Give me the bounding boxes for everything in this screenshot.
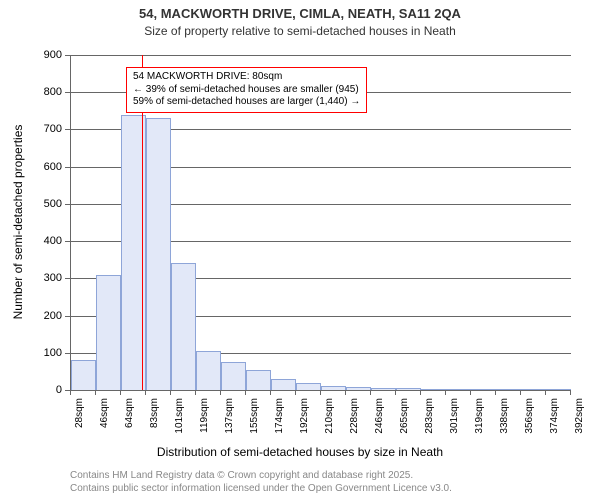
x-tick-label: 28sqm (74, 398, 85, 428)
x-tick-label: 155sqm (249, 398, 260, 434)
histogram-bar (446, 389, 471, 390)
histogram-bar (421, 389, 446, 390)
x-tick (170, 390, 171, 395)
y-tick (65, 55, 70, 56)
y-tick-label: 300 (22, 272, 62, 284)
x-tick (570, 390, 571, 395)
x-tick-label: 228sqm (349, 398, 360, 434)
x-tick (520, 390, 521, 395)
x-tick (445, 390, 446, 395)
histogram-bar (496, 389, 521, 390)
histogram-bar (171, 263, 196, 390)
histogram-bar (96, 275, 121, 390)
y-tick-label: 400 (22, 235, 62, 247)
x-tick-label: 246sqm (374, 398, 385, 434)
histogram-bar (321, 386, 346, 390)
x-tick-label: 46sqm (99, 398, 110, 428)
x-tick (195, 390, 196, 395)
annotation-line2: ← 39% of semi-detached houses are smalle… (133, 84, 360, 97)
x-tick (495, 390, 496, 395)
histogram-bar (371, 388, 396, 390)
chart-title-line1: 54, MACKWORTH DRIVE, CIMLA, NEATH, SA11 … (0, 6, 600, 21)
y-axis-label: Number of semi-detached properties (11, 122, 25, 322)
gridline (71, 390, 571, 391)
x-tick (470, 390, 471, 395)
x-tick-label: 392sqm (574, 398, 585, 434)
plot-area: 54 MACKWORTH DRIVE: 80sqm← 39% of semi-d… (70, 55, 571, 391)
x-tick-label: 374sqm (549, 398, 560, 434)
x-tick (270, 390, 271, 395)
x-tick (220, 390, 221, 395)
x-tick (120, 390, 121, 395)
x-tick (370, 390, 371, 395)
y-tick (65, 204, 70, 205)
x-tick (345, 390, 346, 395)
x-tick-label: 64sqm (124, 398, 135, 428)
footer-line2: Contains public sector information licen… (70, 483, 452, 494)
x-tick (295, 390, 296, 395)
chart-title-line2: Size of property relative to semi-detach… (0, 24, 600, 38)
histogram-bar (296, 383, 321, 390)
y-tick-label: 600 (22, 161, 62, 173)
histogram-bar (471, 389, 496, 390)
y-tick (65, 353, 70, 354)
x-tick-label: 119sqm (199, 398, 210, 433)
y-tick-label: 200 (22, 310, 62, 322)
x-tick (395, 390, 396, 395)
x-tick-label: 137sqm (224, 398, 235, 434)
annotation-line3: 59% of semi-detached houses are larger (… (133, 96, 360, 109)
y-tick (65, 167, 70, 168)
x-tick-label: 174sqm (274, 398, 285, 434)
y-tick-label: 800 (22, 86, 62, 98)
x-tick (420, 390, 421, 395)
y-tick-label: 500 (22, 198, 62, 210)
histogram-bar (196, 351, 221, 390)
y-tick (65, 278, 70, 279)
histogram-bar (521, 389, 546, 390)
gridline (71, 55, 571, 56)
x-tick-label: 83sqm (149, 398, 160, 428)
x-tick (320, 390, 321, 395)
x-tick-label: 265sqm (399, 398, 410, 434)
x-tick-label: 356sqm (524, 398, 535, 434)
x-tick-label: 301sqm (449, 398, 460, 434)
histogram-bar (221, 362, 246, 390)
x-tick (145, 390, 146, 395)
annotation-line1: 54 MACKWORTH DRIVE: 80sqm (133, 71, 360, 84)
histogram-bar (271, 379, 296, 390)
y-tick-label: 700 (22, 123, 62, 135)
y-tick (65, 316, 70, 317)
y-tick (65, 92, 70, 93)
x-tick-label: 101sqm (174, 398, 185, 434)
histogram-bar (546, 389, 571, 390)
y-tick-label: 100 (22, 347, 62, 359)
x-tick (245, 390, 246, 395)
y-tick-label: 0 (22, 384, 62, 396)
x-tick (95, 390, 96, 395)
x-tick-label: 283sqm (424, 398, 435, 434)
histogram-bar (146, 118, 171, 390)
histogram-bar (396, 388, 421, 390)
x-tick-label: 338sqm (499, 398, 510, 434)
annotation-box: 54 MACKWORTH DRIVE: 80sqm← 39% of semi-d… (126, 67, 367, 113)
x-tick-label: 210sqm (324, 398, 335, 434)
y-tick (65, 129, 70, 130)
x-tick-label: 319sqm (474, 398, 485, 434)
chart-container: 54, MACKWORTH DRIVE, CIMLA, NEATH, SA11 … (0, 0, 600, 500)
x-tick-label: 192sqm (299, 398, 310, 434)
x-tick (70, 390, 71, 395)
x-axis-label: Distribution of semi-detached houses by … (0, 445, 600, 459)
histogram-bar (346, 387, 371, 390)
histogram-bar (246, 370, 271, 390)
footer-line1: Contains HM Land Registry data © Crown c… (70, 470, 413, 481)
x-tick (545, 390, 546, 395)
y-tick (65, 241, 70, 242)
y-tick-label: 900 (22, 49, 62, 61)
histogram-bar (71, 360, 96, 390)
